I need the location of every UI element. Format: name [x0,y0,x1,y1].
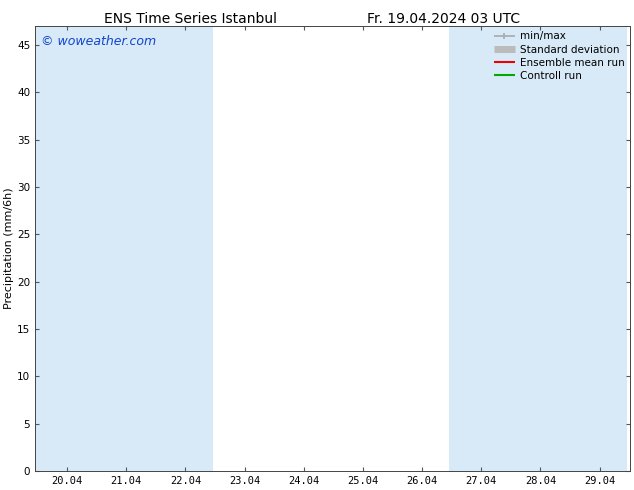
Bar [450,26,508,471]
Text: ENS Time Series Istanbul: ENS Time Series Istanbul [104,12,276,26]
Bar [508,26,567,471]
Bar [94,26,153,471]
Bar [153,26,212,471]
Text: Fr. 19.04.2024 03 UTC: Fr. 19.04.2024 03 UTC [367,12,521,26]
Legend: min/max, Standard deviation, Ensemble mean run, Controll run: min/max, Standard deviation, Ensemble me… [494,31,624,81]
Bar [35,26,94,471]
Bar [567,26,627,471]
Text: © woweather.com: © woweather.com [41,35,156,48]
Y-axis label: Precipitation (mm/6h): Precipitation (mm/6h) [4,188,14,309]
